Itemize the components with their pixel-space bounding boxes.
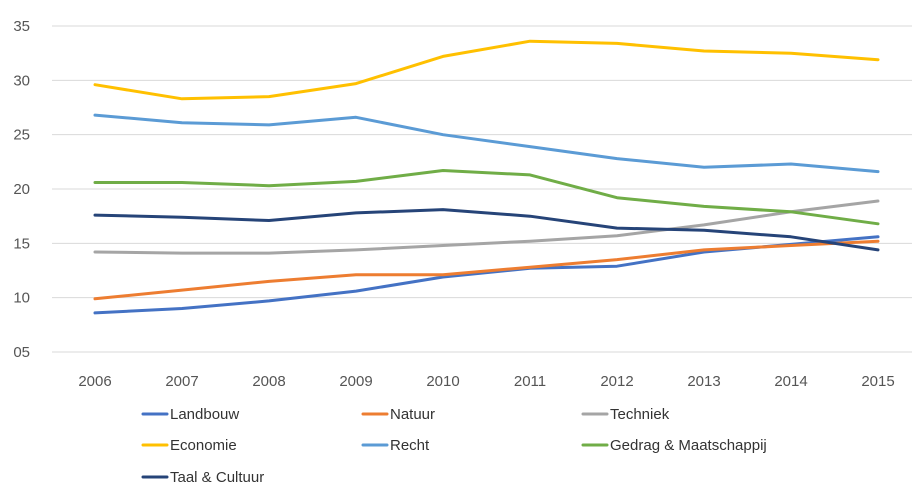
y-tick-label: 25 xyxy=(13,127,30,144)
x-tick-label: 2013 xyxy=(687,373,720,390)
legend-label: Recht xyxy=(390,437,430,454)
gridlines xyxy=(52,25,912,353)
x-tick-label: 2014 xyxy=(774,373,807,390)
x-tick-label: 2011 xyxy=(514,373,546,390)
x-axis-ticks: 2006 2007 2008 2009 2010 2011 2012 2013 2014 2015 xyxy=(78,373,894,390)
y-axis-ticks: 05 10 15 20 25 30 35 xyxy=(13,18,30,361)
series-line-gedrag-maatschappij xyxy=(93,169,880,226)
x-tick-label: 2015 xyxy=(861,373,894,390)
legend-label: Landbouw xyxy=(170,406,239,423)
y-tick-label: 10 xyxy=(13,290,30,307)
legend-label: Taal & Cultuur xyxy=(170,469,264,484)
x-tick-label: 2008 xyxy=(252,373,285,390)
series-line-taal-cultuur xyxy=(93,208,880,252)
y-tick-label: 30 xyxy=(13,72,30,89)
y-tick-label: 15 xyxy=(13,235,30,252)
legend-label: Economie xyxy=(170,437,237,454)
series-line-economie xyxy=(93,39,880,101)
x-tick-label: 2010 xyxy=(426,373,459,390)
series-line-techniek xyxy=(93,199,880,255)
y-tick-label: 35 xyxy=(13,18,30,35)
x-tick-label: 2006 xyxy=(78,373,111,390)
x-tick-label: 2009 xyxy=(339,373,372,390)
legend-label: Gedrag & Maatschappij xyxy=(610,437,767,454)
legend: Landbouw Natuur Techniek Economie Recht Gedra… xyxy=(141,406,767,484)
series-line-natuur xyxy=(93,239,880,301)
legend-label: Techniek xyxy=(610,406,670,423)
y-tick-label: 20 xyxy=(13,181,30,198)
x-tick-label: 2007 xyxy=(165,373,198,390)
series-line-recht xyxy=(93,113,880,174)
x-tick-label: 2012 xyxy=(600,373,633,390)
series-lines xyxy=(93,39,880,315)
legend-label: Natuur xyxy=(390,406,435,423)
y-tick-label: 05 xyxy=(13,344,30,361)
